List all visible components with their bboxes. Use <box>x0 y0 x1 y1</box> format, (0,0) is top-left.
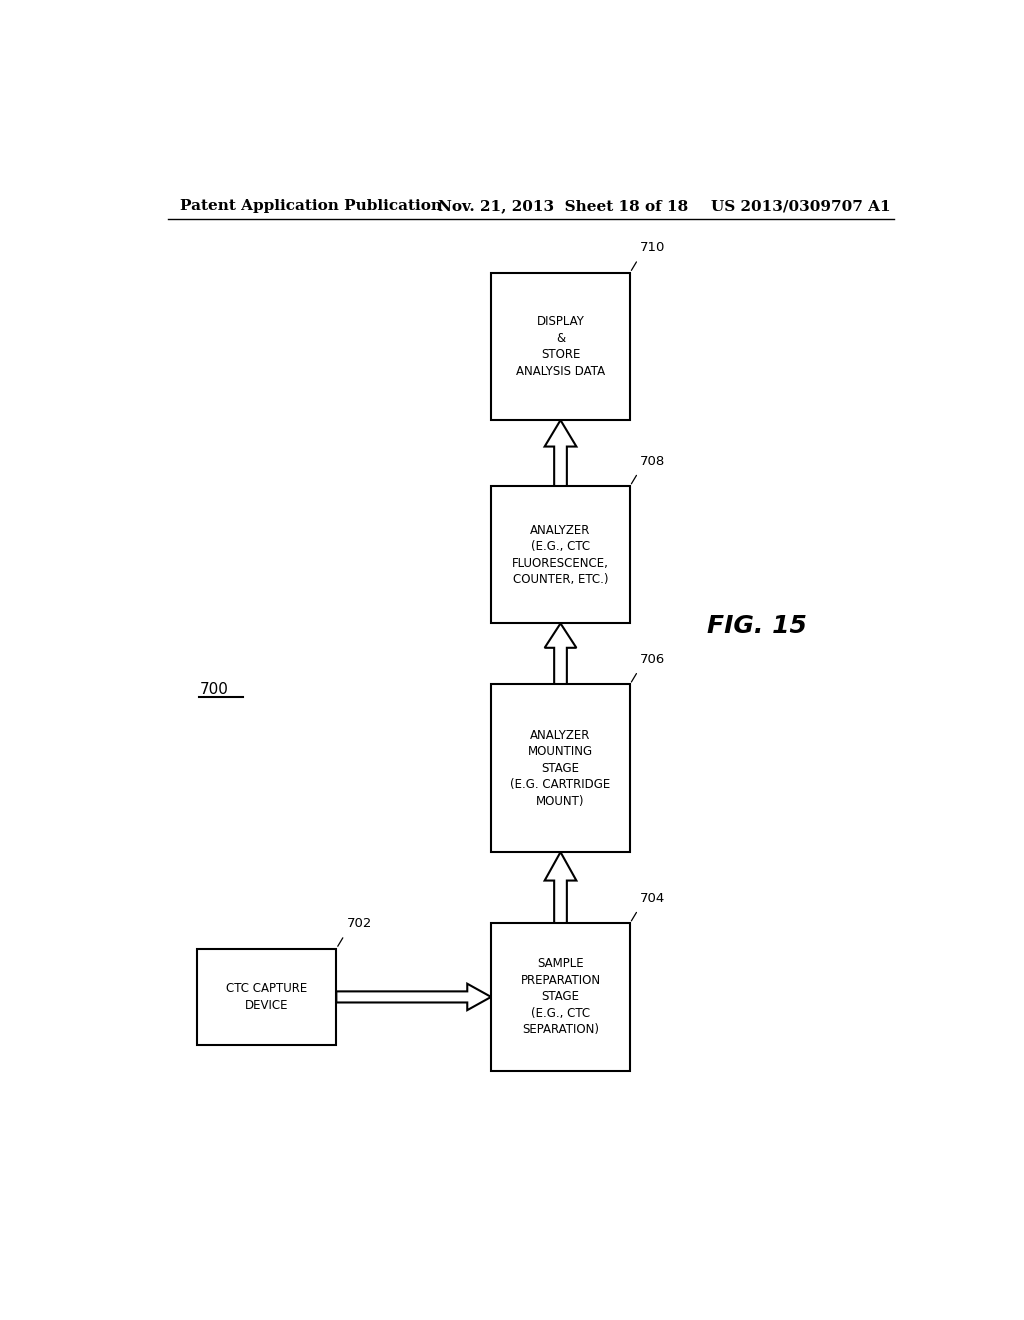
Text: 704: 704 <box>640 892 666 906</box>
Text: SAMPLE
PREPARATION
STAGE
(E.G., CTC
SEPARATION): SAMPLE PREPARATION STAGE (E.G., CTC SEPA… <box>520 957 600 1036</box>
FancyBboxPatch shape <box>492 684 630 853</box>
FancyBboxPatch shape <box>198 949 336 1045</box>
Polygon shape <box>545 853 577 923</box>
FancyBboxPatch shape <box>492 923 630 1071</box>
Text: 700: 700 <box>200 682 228 697</box>
Text: CTC CAPTURE
DEVICE: CTC CAPTURE DEVICE <box>226 982 307 1011</box>
Text: 710: 710 <box>640 242 666 255</box>
Polygon shape <box>545 623 577 684</box>
Text: Patent Application Publication: Patent Application Publication <box>179 199 441 213</box>
FancyBboxPatch shape <box>492 273 630 420</box>
Polygon shape <box>336 983 492 1010</box>
Text: 702: 702 <box>347 917 372 931</box>
Text: FIG. 15: FIG. 15 <box>708 614 807 638</box>
Text: DISPLAY
&
STORE
ANALYSIS DATA: DISPLAY & STORE ANALYSIS DATA <box>516 315 605 378</box>
Text: Nov. 21, 2013  Sheet 18 of 18: Nov. 21, 2013 Sheet 18 of 18 <box>437 199 688 213</box>
Text: US 2013/0309707 A1: US 2013/0309707 A1 <box>712 199 891 213</box>
Text: ANALYZER
(E.G., CTC
FLUORESCENCE,
COUNTER, ETC.): ANALYZER (E.G., CTC FLUORESCENCE, COUNTE… <box>512 524 609 586</box>
Text: 706: 706 <box>640 653 666 667</box>
FancyBboxPatch shape <box>492 486 630 623</box>
Text: 708: 708 <box>640 455 666 467</box>
Polygon shape <box>545 420 577 486</box>
Text: ANALYZER
MOUNTING
STAGE
(E.G. CARTRIDGE
MOUNT): ANALYZER MOUNTING STAGE (E.G. CARTRIDGE … <box>510 729 610 808</box>
